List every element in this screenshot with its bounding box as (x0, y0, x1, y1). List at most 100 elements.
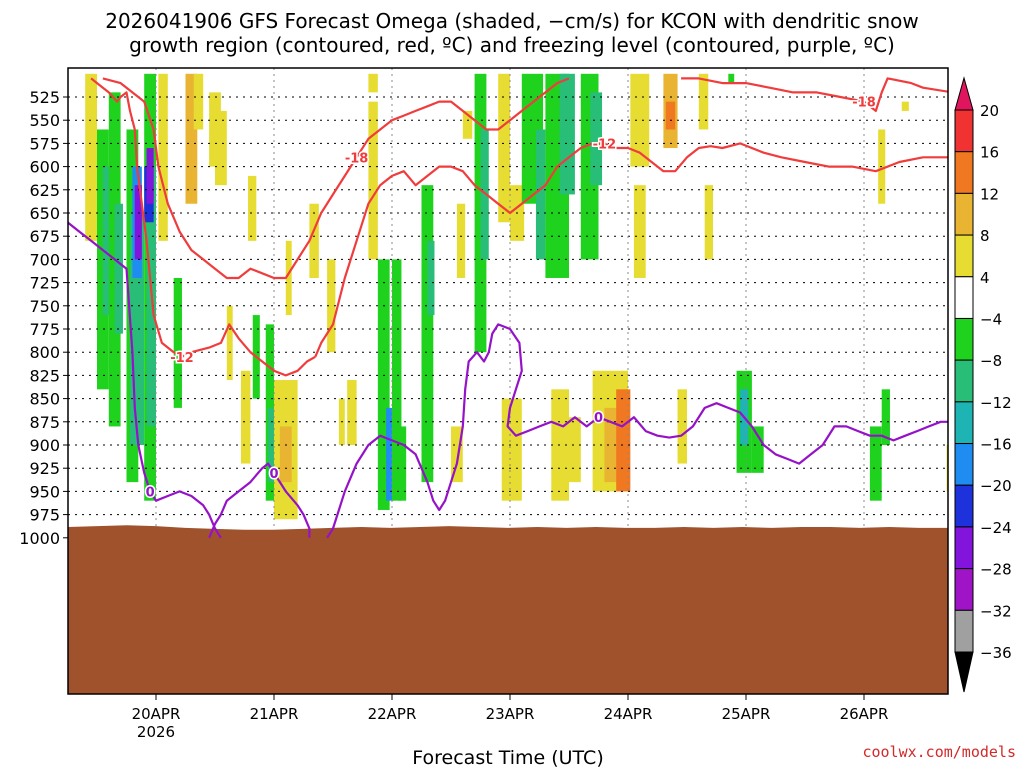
surface-terrain-fill (68, 525, 948, 694)
credit-text: coolwx.com/models (862, 743, 1016, 761)
omega-cell (881, 389, 890, 445)
y-tick-label: 525 (29, 88, 60, 107)
omega-cell (535, 129, 546, 260)
colorbar-label: −32 (980, 602, 1012, 620)
freezing-level-contour-label: 0 (269, 467, 278, 482)
omega-cell (677, 389, 687, 464)
omega-cell (134, 185, 142, 260)
omega-cell (590, 92, 603, 186)
colorbar-top-arrow (954, 76, 974, 111)
omega-cell (501, 398, 522, 501)
dgz-contour (681, 77, 948, 113)
colorbar-label: 16 (980, 144, 999, 162)
y-tick-label: 900 (29, 436, 60, 455)
colorbar-label: −28 (980, 561, 1012, 579)
omega-cell (751, 426, 764, 473)
plot-border (67, 67, 949, 695)
omega-cell (397, 426, 407, 501)
omega-cell (215, 110, 227, 186)
chart-title-line-1: 2026041906 GFS Forecast Omega (shaded, −… (105, 9, 919, 33)
omega-cell (248, 175, 257, 241)
omega-cell (704, 185, 713, 260)
surface-terrain (68, 525, 948, 694)
dgz-contour-label: -18 (852, 96, 876, 111)
omega-cell (728, 73, 735, 84)
omega-cell (347, 380, 357, 445)
colorbar-label: −4 (980, 310, 1002, 328)
colorbar-bottom-arrow (954, 651, 974, 693)
dgz-contour (102, 77, 570, 280)
omega-cell (377, 259, 390, 510)
omega-cell (462, 110, 473, 139)
colorbar-label: −8 (980, 352, 1002, 370)
omega-cell (559, 73, 575, 195)
omega-cell (226, 305, 233, 381)
omega-cell (633, 185, 646, 278)
omega-cell (698, 73, 709, 130)
y-tick-label: 875 (29, 413, 60, 432)
colorbar-label: −20 (980, 477, 1012, 495)
colorbar-label: −24 (980, 519, 1012, 537)
dgz-contour-label: -12 (170, 351, 194, 366)
x-tick-label: 25APR (722, 705, 771, 723)
y-tick-label: 700 (29, 250, 60, 269)
colorbar-label: 12 (980, 185, 999, 203)
y-tick-label: 750 (29, 297, 60, 316)
omega-cell (327, 259, 336, 353)
colorbar-label: −16 (980, 436, 1012, 454)
dgz-contour-label: -12 (593, 137, 617, 152)
colorbar-band (954, 317, 974, 361)
omega-cell (173, 277, 182, 408)
y-tick-label: 800 (29, 343, 60, 362)
y-tick-label: 725 (29, 274, 60, 293)
omega-cell (427, 240, 435, 316)
colorbar-band (954, 401, 974, 445)
omega-cell (451, 426, 463, 483)
freezing-level-contour-label: 0 (146, 485, 155, 500)
colorbar-band (954, 609, 974, 653)
y-tick-label: 1000 (19, 529, 60, 548)
colorbar-band (954, 109, 974, 153)
colorbar-band (954, 276, 974, 319)
colorbar-band (954, 484, 974, 528)
y-tick-label: 850 (29, 390, 60, 409)
omega-cell (146, 148, 154, 204)
y-axis-ticks: 525 550 575 600 625 650 675 700 725 750 775 800 825 8… (19, 88, 68, 548)
colorbar-band (954, 526, 974, 570)
colorbar-band (954, 234, 974, 278)
colorbar-band (954, 443, 974, 486)
x-tick-label: 23APR (486, 705, 535, 723)
dgz-contour (314, 142, 948, 358)
omega-cell (498, 73, 510, 223)
chart-title-line-2: growth region (contoured, red, ºC) and f… (129, 33, 895, 57)
y-tick-label: 550 (29, 111, 60, 130)
y-tick-label: 775 (29, 320, 60, 339)
x-tick-label: 22APR (368, 705, 417, 723)
omega-cell (85, 73, 97, 241)
omega-cell (869, 426, 882, 501)
y-tick-label: 675 (29, 227, 60, 246)
omega-cell (456, 203, 466, 278)
omega-cell (616, 389, 631, 492)
grid-lines (68, 68, 948, 694)
dgz-contour-label: -18 (345, 151, 369, 166)
freezing-level-contour (68, 221, 222, 539)
y-tick-label: 975 (29, 506, 60, 525)
omega-cell (569, 417, 581, 483)
omega-cell (368, 73, 378, 93)
y-tick-label: 825 (29, 366, 60, 385)
colorbar-label: 8 (980, 227, 990, 245)
omega-cell (114, 203, 123, 334)
x-tick-label: 20APR (132, 705, 181, 723)
omega-cell (193, 73, 204, 130)
colorbar-band (954, 359, 974, 403)
omega-cell (386, 407, 395, 501)
omega-cell (665, 101, 676, 130)
freezing-level-contour (208, 462, 311, 539)
omega-cell (368, 101, 378, 260)
freezing-level-contour-label: 0 (594, 411, 603, 426)
y-tick-label: 575 (29, 134, 60, 153)
plot-frame (67, 67, 949, 695)
